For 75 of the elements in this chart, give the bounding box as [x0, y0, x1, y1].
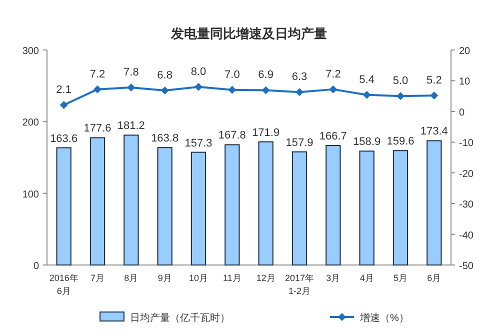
- data-label: 2.1: [56, 84, 72, 96]
- x-tick-label: 10月: [188, 273, 208, 283]
- point: [362, 90, 371, 99]
- chart-title: 发电量同比增速及日均产量: [170, 26, 327, 41]
- y-tick-label: 300: [22, 46, 40, 57]
- data-label: 7.2: [90, 68, 106, 80]
- point: [127, 83, 136, 92]
- data-label: 7.8: [124, 66, 139, 78]
- data-label: 163.6: [50, 132, 78, 145]
- bar: [224, 144, 240, 266]
- legend-label: 增速（%）: [359, 312, 409, 324]
- y2-tick-label: 0: [459, 107, 465, 118]
- point: [296, 88, 304, 96]
- x-tick-label: 3月: [326, 273, 340, 283]
- data-label: 158.9: [353, 136, 381, 148]
- x-tick-label: 12月: [256, 273, 276, 283]
- data-label: 7.0: [224, 68, 240, 81]
- data-label: 173.4: [420, 126, 448, 138]
- x-tick-label: 11月: [222, 273, 242, 283]
- point: [228, 86, 236, 94]
- bar: [157, 147, 172, 266]
- data-label: 5.2: [426, 74, 442, 86]
- data-label: 163.8: [151, 132, 179, 145]
- y2-tick-label: -20: [459, 168, 474, 180]
- y2-tick-label: 20: [459, 46, 471, 57]
- bar: [258, 141, 274, 266]
- bar: [326, 145, 341, 266]
- y2-tick-label: -40: [459, 230, 474, 242]
- point: [396, 92, 404, 100]
- y2-tick-label: 10: [459, 76, 471, 88]
- point: [160, 86, 169, 95]
- data-label: 8.0: [190, 66, 206, 78]
- data-label: 157.3: [184, 137, 212, 150]
- data-label: 5.4: [359, 74, 374, 86]
- x-tick-label: 6月: [427, 273, 442, 283]
- data-label: 6.9: [258, 69, 274, 82]
- x-tick-label: 2017年 1-2月: [284, 273, 314, 296]
- point: [329, 85, 338, 94]
- y-tick-label: 100: [22, 189, 40, 200]
- bar: [90, 137, 106, 266]
- legend-label: 日均产量（亿千瓦时）: [130, 312, 230, 324]
- data-label: 159.6: [386, 136, 414, 148]
- y2-tick-label: -50: [459, 261, 474, 272]
- point: [194, 82, 202, 91]
- point: [430, 91, 438, 100]
- y-tick-label: 200: [22, 118, 40, 129]
- data-label: 7.2: [326, 68, 341, 80]
- point: [60, 100, 68, 109]
- y-tick-label: 0: [33, 261, 40, 272]
- bar: [124, 134, 139, 266]
- data-label: 181.2: [117, 120, 145, 132]
- bar: [190, 152, 206, 266]
- x-tick-label: 9月: [158, 273, 172, 283]
- x-tick-label: 5月: [393, 273, 408, 283]
- data-label: 171.9: [252, 126, 280, 139]
- bar: [359, 150, 374, 266]
- data-label: 157.9: [286, 136, 314, 149]
- data-label: 6.3: [292, 71, 308, 84]
- bar: [292, 151, 308, 266]
- bar: [56, 147, 72, 266]
- data-label: 5.0: [392, 75, 408, 88]
- data-label: 167.8: [218, 130, 246, 142]
- x-tick-label: 7月: [90, 273, 105, 283]
- x-tick-label: 4月: [360, 273, 374, 283]
- x-tick-label: 2016年 6月: [49, 273, 78, 296]
- y2-tick-label: -30: [459, 200, 474, 211]
- point: [94, 85, 102, 94]
- bar: [426, 140, 442, 266]
- data-label: 177.6: [84, 122, 112, 135]
- x-tick-label: 8月: [124, 273, 138, 283]
- data-label: 166.7: [319, 130, 347, 143]
- bar: [392, 150, 408, 266]
- y2-tick-label: -10: [459, 138, 474, 150]
- data-label: 6.8: [157, 70, 172, 82]
- point: [262, 86, 270, 94]
